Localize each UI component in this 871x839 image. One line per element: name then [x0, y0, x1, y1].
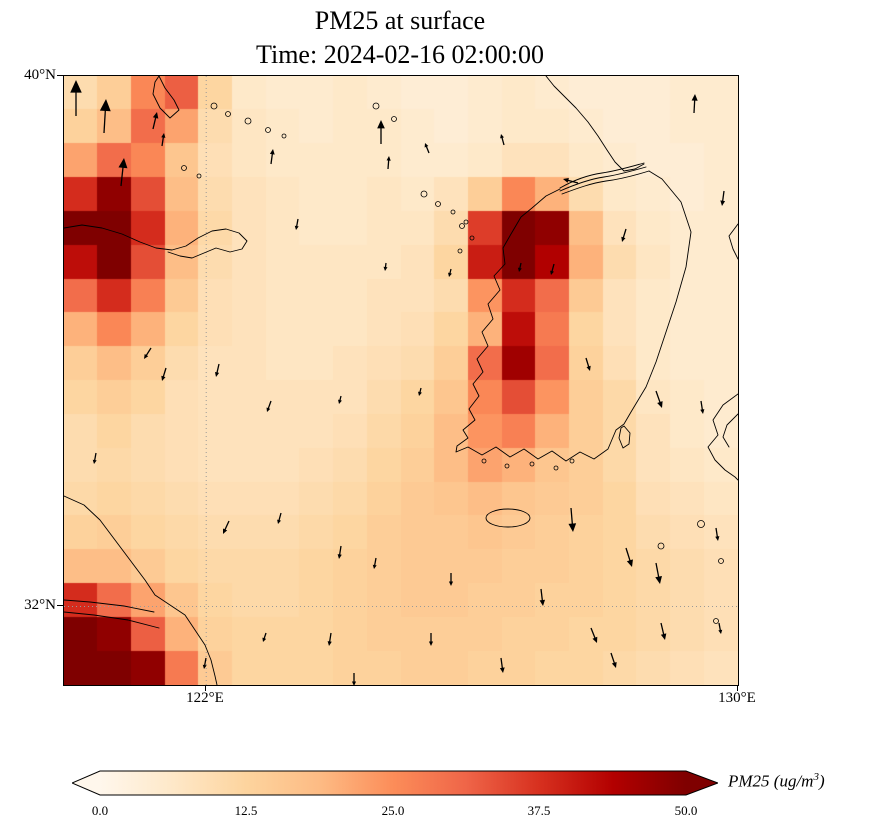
colorbar [72, 770, 718, 796]
colorbar-label-prefix: PM25 (ug/m [728, 771, 814, 791]
y-axis-tick-label-40n: 40°N [24, 67, 56, 83]
colorbar-label-suffix: ) [818, 771, 825, 791]
y-axis-tick-label-32n: 32°N [24, 597, 56, 613]
x-axis-tickmark [205, 685, 206, 691]
colorbar-tick-label: 0.0 [91, 803, 109, 818]
map-plot-area [63, 75, 739, 686]
y-axis-tickmark [57, 75, 63, 76]
colorbar-tick-label: 37.5 [527, 803, 551, 818]
colorbar-label-sup: 3 [813, 771, 819, 783]
chart-title: PM25 at surface [314, 6, 486, 35]
colorbar-tick-label: 25.0 [381, 803, 405, 818]
chart-subtitle-time: Time: 2024-02-16 02:00:00 [256, 40, 544, 69]
colorbar-tick-label: 50.0 [674, 803, 698, 818]
y-axis-tickmark [57, 605, 63, 606]
x-axis-tickmark [737, 685, 738, 691]
map-overlay-svg [64, 76, 738, 685]
colorbar-tick-label: 12.5 [234, 803, 258, 818]
x-axis-tick-label-130e: 130°E [718, 690, 756, 706]
x-axis-tick-label-122e: 122°E [186, 690, 224, 706]
colorbar-label: PM25 (ug/m3) [728, 771, 825, 792]
